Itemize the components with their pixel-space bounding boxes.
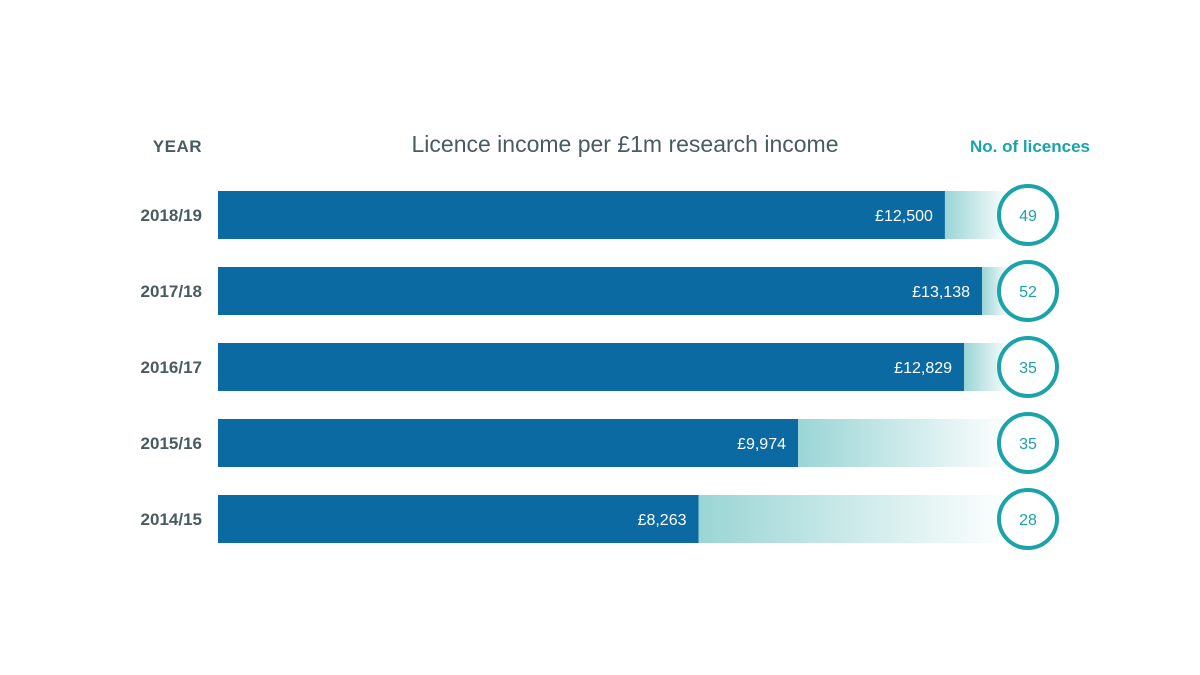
income-bar <box>218 343 965 391</box>
income-value-label: £12,500 <box>875 208 933 225</box>
income-value-label: £8,263 <box>638 512 687 529</box>
income-bar <box>218 191 945 239</box>
licence-count-label: 35 <box>1019 360 1037 377</box>
year-label: 2015/16 <box>141 434 202 453</box>
income-value-label: £12,829 <box>894 360 952 377</box>
year-label: 2014/15 <box>141 510 202 529</box>
licence-count-circle <box>997 412 1059 474</box>
licence-count-label: 49 <box>1019 208 1037 225</box>
licence-count-circle <box>997 336 1059 398</box>
bar-row: 2014/15 £8,263 28 <box>141 488 1059 550</box>
bar-track <box>698 495 1010 543</box>
income-value-label: £9,974 <box>737 436 786 453</box>
bar-row: 2017/18 £13,138 52 <box>141 260 1059 322</box>
bar-track <box>798 419 1010 467</box>
income-bar <box>218 267 982 315</box>
licence-count-circle <box>997 488 1059 550</box>
chart-title: Licence income per £1m research income <box>411 131 839 157</box>
year-column-header: YEAR <box>152 137 202 156</box>
income-value-label: £13,138 <box>912 284 970 301</box>
income-bar <box>218 419 799 467</box>
licence-count-circle <box>997 184 1059 246</box>
licence-count-label: 28 <box>1019 512 1037 529</box>
licence-count-label: 35 <box>1019 436 1037 453</box>
bar-row: 2016/17 £12,829 35 <box>141 336 1059 398</box>
year-label: 2018/19 <box>141 206 202 225</box>
licence-count-label: 52 <box>1019 284 1037 301</box>
bar-row: 2018/19 £12,500 49 <box>141 184 1059 246</box>
income-bar <box>218 495 699 543</box>
year-label: 2017/18 <box>141 282 202 301</box>
bar-row: 2015/16 £9,974 35 <box>141 412 1059 474</box>
licence-count-circle <box>997 260 1059 322</box>
licences-column-header: No. of licences <box>970 137 1090 156</box>
year-label: 2016/17 <box>141 358 202 377</box>
